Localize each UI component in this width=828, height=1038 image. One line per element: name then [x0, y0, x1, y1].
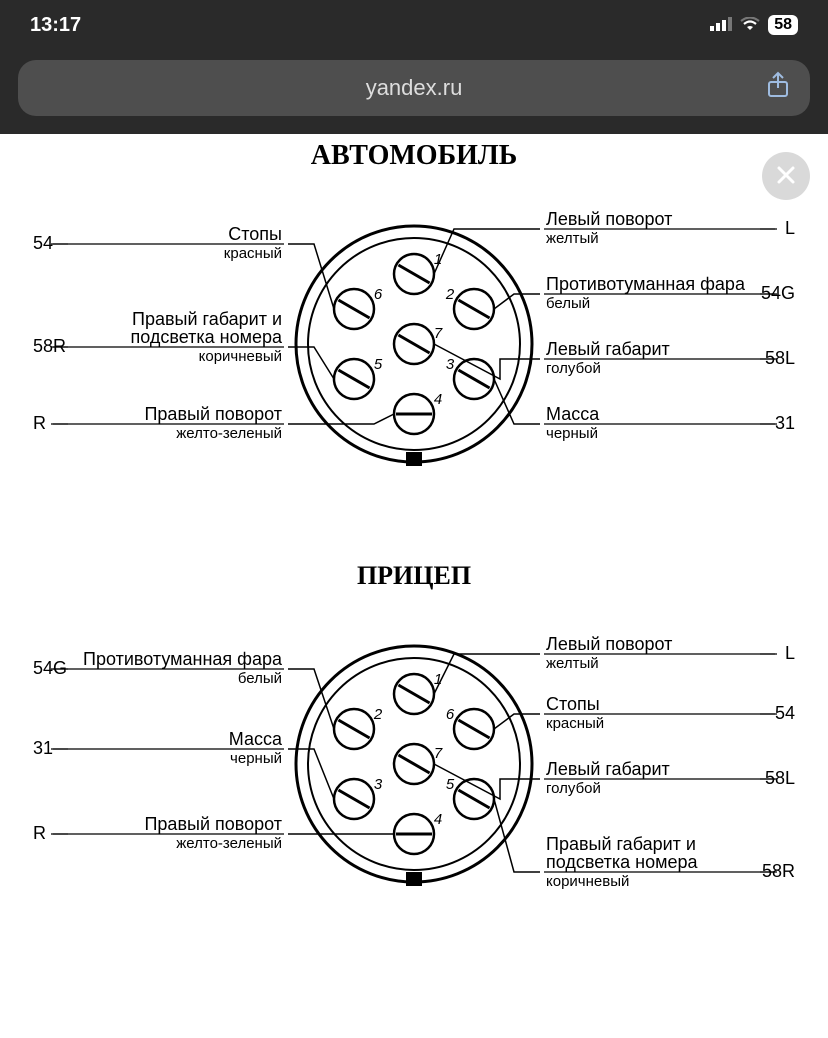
- close-icon: [776, 161, 796, 192]
- svg-text:Правый габарит и: Правый габарит и: [546, 834, 696, 854]
- svg-text:белый: белый: [546, 295, 590, 312]
- svg-text:Левый габарит: Левый габарит: [546, 759, 670, 779]
- svg-text:красный: красный: [546, 715, 604, 732]
- browser-toolbar: yandex.ru: [0, 50, 828, 134]
- url-text: yandex.ru: [366, 75, 463, 101]
- status-right: 58: [710, 14, 798, 37]
- page-content: АВТОМОБИЛЬ1234567Левый поворотжелтыйLПро…: [0, 134, 828, 1038]
- svg-text:черный: черный: [230, 750, 282, 767]
- svg-text:Правый поворот: Правый поворот: [144, 814, 282, 834]
- svg-text:Правый габарит и: Правый габарит и: [132, 309, 282, 329]
- svg-text:подсветка номера: подсветка номера: [546, 852, 699, 872]
- diagram-car: АВТОМОБИЛЬ1234567Левый поворотжелтыйLПро…: [0, 134, 828, 554]
- svg-text:Стопы: Стопы: [546, 694, 600, 714]
- url-bar[interactable]: yandex.ru: [18, 60, 810, 116]
- svg-text:черный: черный: [546, 425, 598, 442]
- svg-text:L: L: [785, 218, 795, 238]
- battery-level: 58: [768, 15, 798, 35]
- svg-text:АВТОМОБИЛЬ: АВТОМОБИЛЬ: [311, 140, 518, 171]
- svg-text:54: 54: [775, 703, 795, 723]
- svg-text:желтый: желтый: [546, 230, 599, 247]
- svg-text:Левый габарит: Левый габарит: [546, 339, 670, 359]
- cellular-icon: [710, 14, 732, 37]
- svg-text:желто-зеленый: желто-зеленый: [176, 835, 282, 852]
- svg-text:желтый: желтый: [546, 655, 599, 672]
- svg-text:58L: 58L: [765, 768, 795, 788]
- close-button[interactable]: [762, 152, 810, 200]
- svg-text:ПРИЦЕП: ПРИЦЕП: [357, 561, 471, 590]
- svg-text:58R: 58R: [33, 336, 66, 356]
- svg-text:Противотуманная фара: Противотуманная фара: [83, 649, 283, 669]
- status-time: 13:17: [30, 14, 81, 37]
- svg-text:31: 31: [775, 413, 795, 433]
- svg-text:голубой: голубой: [546, 360, 601, 377]
- svg-text:R: R: [33, 823, 46, 843]
- svg-text:голубой: голубой: [546, 780, 601, 797]
- svg-text:54: 54: [33, 233, 53, 253]
- svg-text:3: 3: [446, 356, 455, 373]
- svg-text:54G: 54G: [33, 658, 67, 678]
- svg-text:3: 3: [374, 776, 383, 793]
- svg-text:R: R: [33, 413, 46, 433]
- svg-text:31: 31: [33, 738, 53, 758]
- svg-text:4: 4: [434, 811, 442, 828]
- svg-text:5: 5: [446, 776, 455, 793]
- svg-text:58R: 58R: [762, 861, 795, 881]
- svg-text:5: 5: [374, 356, 383, 373]
- svg-text:6: 6: [374, 286, 383, 303]
- share-icon[interactable]: [766, 71, 790, 105]
- svg-text:Правый поворот: Правый поворот: [144, 404, 282, 424]
- svg-text:желто-зеленый: желто-зеленый: [176, 425, 282, 442]
- svg-text:7: 7: [434, 325, 443, 342]
- svg-text:Масса: Масса: [229, 729, 283, 749]
- svg-text:Масса: Масса: [546, 404, 600, 424]
- svg-text:6: 6: [446, 706, 455, 723]
- svg-text:коричневый: коричневый: [199, 348, 282, 365]
- wifi-icon: [740, 14, 760, 37]
- svg-text:L: L: [785, 643, 795, 663]
- svg-text:коричневый: коричневый: [546, 873, 629, 890]
- svg-text:2: 2: [445, 286, 455, 303]
- diagram-trailer: ПРИЦЕП1234567Левый поворотжелтыйLСтопыкр…: [0, 554, 828, 974]
- svg-text:красный: красный: [224, 245, 282, 262]
- svg-text:54G: 54G: [761, 283, 795, 303]
- svg-text:Стопы: Стопы: [228, 224, 282, 244]
- svg-text:Левый поворот: Левый поворот: [546, 209, 672, 229]
- svg-text:Противотуманная фара: Противотуманная фара: [546, 274, 746, 294]
- svg-text:7: 7: [434, 745, 443, 762]
- svg-text:подсветка номера: подсветка номера: [130, 327, 283, 347]
- svg-text:58L: 58L: [765, 348, 795, 368]
- svg-text:Левый поворот: Левый поворот: [546, 634, 672, 654]
- status-bar: 13:17 58: [0, 0, 828, 50]
- svg-text:белый: белый: [238, 670, 282, 687]
- svg-text:2: 2: [373, 706, 383, 723]
- svg-text:4: 4: [434, 391, 442, 408]
